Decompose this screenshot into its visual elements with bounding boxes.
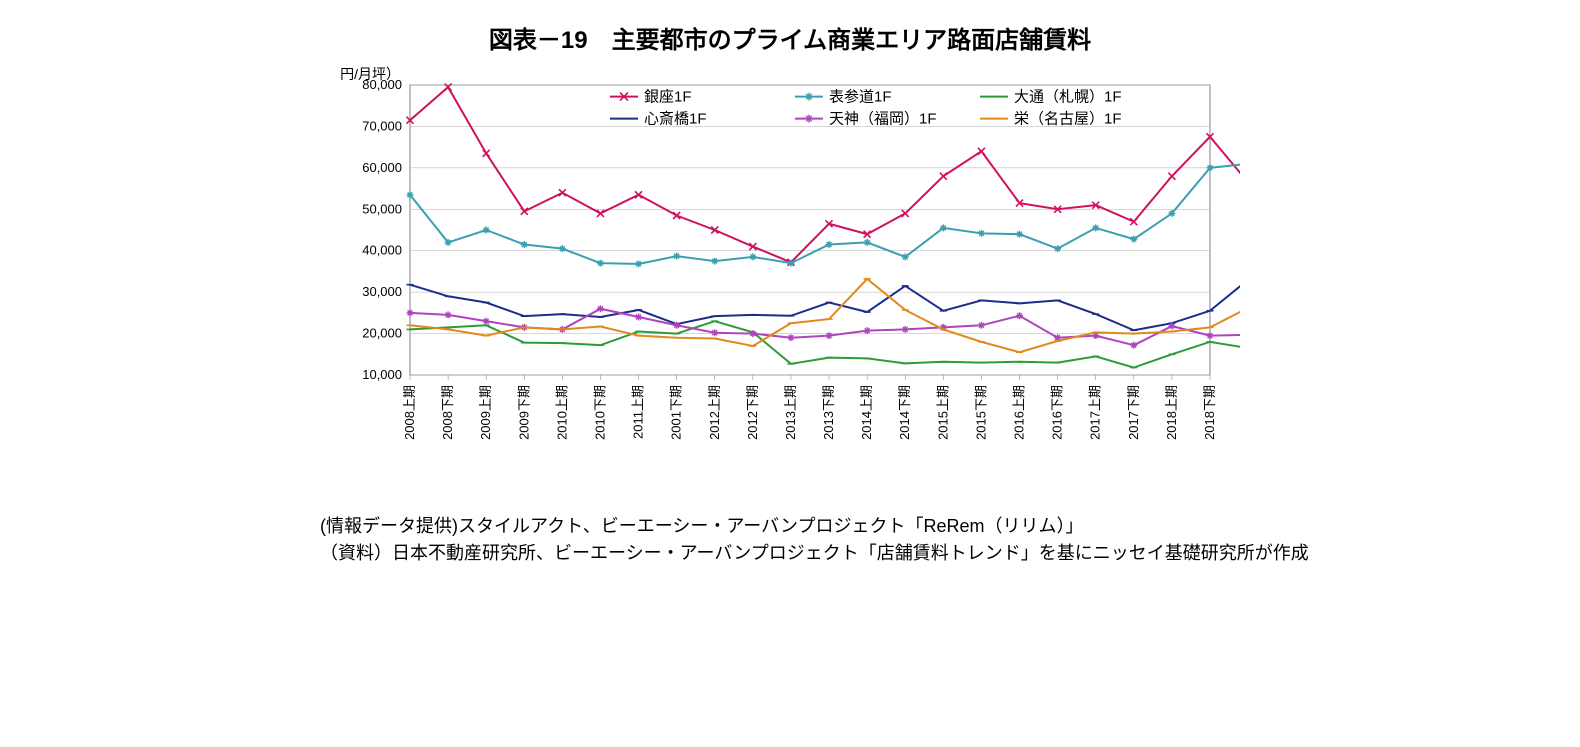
svg-text:2015上期: 2015上期 bbox=[935, 385, 950, 440]
svg-text:2010下期: 2010下期 bbox=[592, 385, 607, 440]
svg-text:2011上期: 2011上期 bbox=[631, 385, 646, 439]
svg-text:2013上期: 2013上期 bbox=[783, 385, 798, 440]
svg-text:40,000: 40,000 bbox=[362, 243, 402, 258]
svg-text:2017上期: 2017上期 bbox=[1088, 385, 1103, 440]
svg-text:栄（名古屋）1F: 栄（名古屋）1F bbox=[1014, 111, 1122, 128]
svg-text:2010上期: 2010上期 bbox=[554, 385, 569, 440]
svg-text:2009下期: 2009下期 bbox=[516, 385, 531, 440]
svg-text:2015下期: 2015下期 bbox=[973, 385, 988, 440]
chart-title: 図表－19 主要都市のプライム商業エリア路面店舗賃料 bbox=[20, 20, 1560, 55]
svg-text:2001下期: 2001下期 bbox=[669, 385, 684, 440]
svg-text:心斎橋1F: 心斎橋1F bbox=[644, 110, 707, 128]
caption-line-1: (情報データ提供)スタイルアクト、ビーエーシー・アーバンプロジェクト「ReRem… bbox=[320, 513, 1560, 540]
svg-text:表参道1F: 表参道1F bbox=[829, 89, 892, 106]
svg-text:（円/月坪）: （円/月坪） bbox=[340, 66, 400, 82]
svg-text:2018下期: 2018下期 bbox=[1202, 385, 1217, 440]
svg-text:2017下期: 2017下期 bbox=[1126, 385, 1141, 440]
svg-text:2013下期: 2013下期 bbox=[821, 385, 836, 440]
svg-text:70,000: 70,000 bbox=[362, 118, 402, 133]
line-chart: 10,000 20,000 30,000 40,000 50,000 60,000 70,0… bbox=[20, 65, 1560, 505]
svg-text:2016上期: 2016上期 bbox=[1012, 385, 1027, 440]
svg-text:2009上期: 2009上期 bbox=[478, 385, 493, 440]
svg-text:10,000: 10,000 bbox=[362, 367, 402, 382]
svg-text:2016下期: 2016下期 bbox=[1050, 385, 1065, 440]
svg-text:60,000: 60,000 bbox=[362, 160, 402, 175]
svg-text:2012下期: 2012下期 bbox=[745, 385, 760, 440]
svg-text:2014下期: 2014下期 bbox=[897, 385, 912, 440]
svg-text:20,000: 20,000 bbox=[362, 326, 402, 341]
svg-text:50,000: 50,000 bbox=[362, 201, 402, 216]
svg-text:銀座1F: 銀座1F bbox=[644, 89, 692, 106]
svg-text:2012上期: 2012上期 bbox=[707, 385, 722, 440]
svg-text:2018上期: 2018上期 bbox=[1164, 385, 1179, 440]
caption-line-2: （資料）日本不動産研究所、ビーエーシー・アーバンプロジェクト「店舗賃料トレンド」… bbox=[320, 540, 1560, 567]
svg-text:大通（札幌）1F: 大通（札幌）1F bbox=[1014, 89, 1122, 106]
svg-text:2008下期: 2008下期 bbox=[440, 385, 455, 440]
svg-text:2014上期: 2014上期 bbox=[859, 385, 874, 440]
svg-text:天神（福岡）1F: 天神（福岡）1F bbox=[829, 111, 937, 128]
svg-text:30,000: 30,000 bbox=[362, 284, 402, 299]
svg-text:2008上期: 2008上期 bbox=[402, 385, 417, 440]
